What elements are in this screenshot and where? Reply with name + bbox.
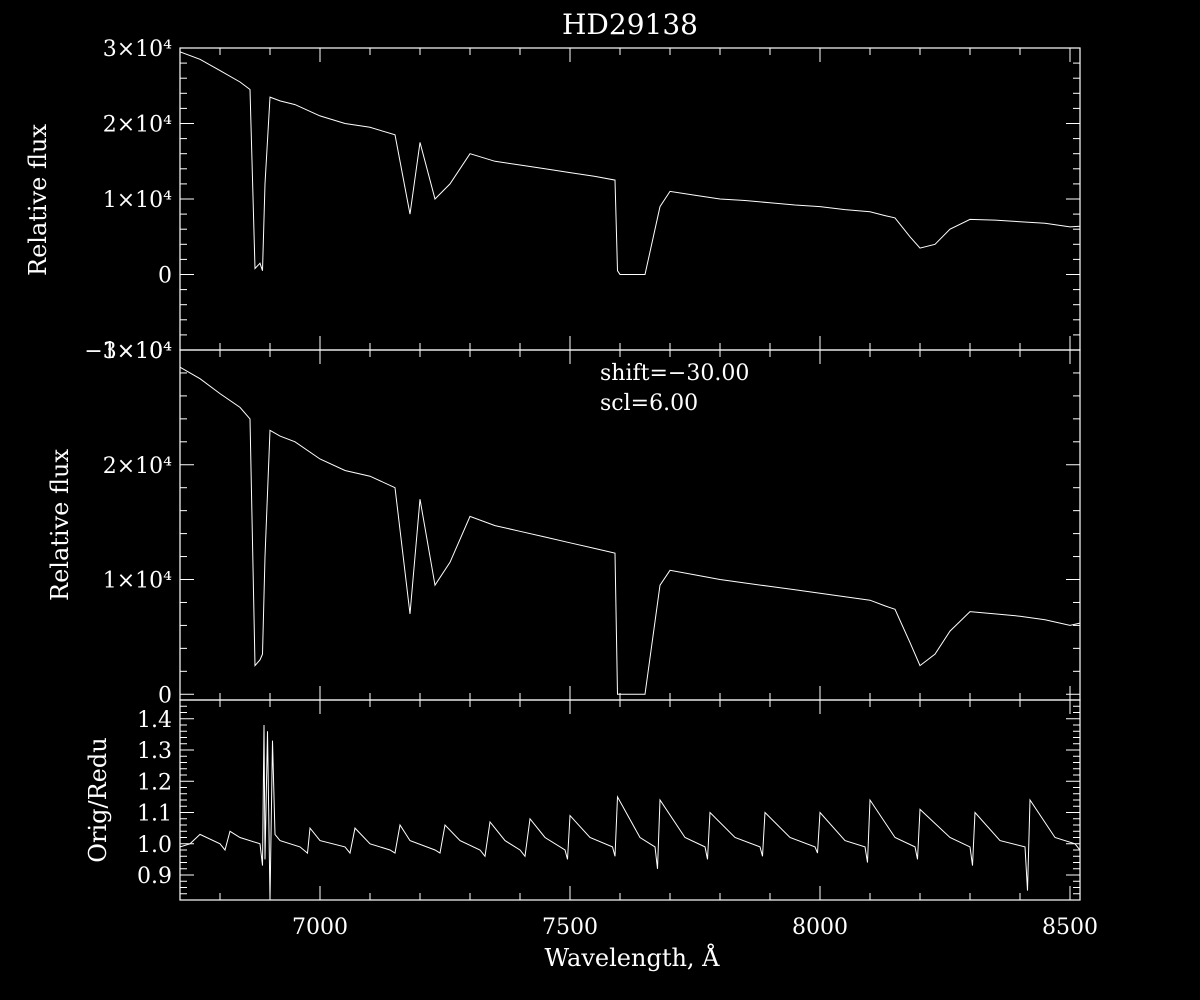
middle-ytick-label: 0 bbox=[158, 683, 172, 708]
ratio-ytick-label: 1.1 bbox=[137, 802, 172, 827]
middle-ytick-label: 1×10⁴ bbox=[103, 569, 172, 594]
top-ytick-label: 3×10⁴ bbox=[103, 37, 172, 62]
scale-annotation: scl=6.00 bbox=[600, 391, 698, 416]
top-flux-panel: 3×10⁴ 2×10⁴ 1×10⁴ 0 −1×10⁴ Relative flux bbox=[24, 37, 1081, 364]
top-ytick-label: 2×10⁴ bbox=[103, 113, 172, 138]
top-ytick-label: −1×10⁴ bbox=[84, 339, 172, 364]
middle-flux-panel: shift=−30.00 scl=6.00 3×10⁴ 2×10⁴ 1×10⁴ 0 Re… bbox=[46, 339, 1081, 708]
ratio-panel: 1.4 1.3 1.2 1.1 1.0 0.9 7000 7500 8000 8500 Orig/R… bbox=[84, 699, 1098, 940]
ratio-xtick-label: 7500 bbox=[542, 915, 598, 940]
middle-ytick-label: 2×10⁴ bbox=[103, 454, 172, 479]
ratio-ytick-label: 1.3 bbox=[137, 739, 172, 764]
ratio-ytick-label: 0.9 bbox=[137, 864, 172, 889]
ratio-series-line bbox=[180, 724, 1080, 900]
chart-title: HD29138 bbox=[562, 8, 698, 41]
top-y-axis-label: Relative flux bbox=[24, 124, 52, 276]
ratio-y-axis-label: Orig/Redu bbox=[84, 737, 112, 862]
ratio-ytick-label: 1.4 bbox=[137, 708, 172, 733]
x-axis-label: Wavelength, Å bbox=[544, 943, 720, 972]
ratio-xtick-label: 8500 bbox=[1042, 915, 1098, 940]
shift-annotation: shift=−30.00 bbox=[600, 361, 749, 386]
top-ytick-label: 1×10⁴ bbox=[103, 188, 172, 213]
middle-y-axis-label: Relative flux bbox=[46, 449, 74, 601]
middle-series-line bbox=[180, 366, 1080, 695]
ratio-xtick-label: 8000 bbox=[792, 915, 848, 940]
ratio-xtick-label: 7000 bbox=[292, 915, 348, 940]
top-ytick-label: 0 bbox=[158, 264, 172, 289]
ratio-ytick-label: 1.2 bbox=[137, 770, 172, 795]
middle-ytick-label: 3×10⁴ bbox=[103, 339, 172, 364]
ratio-ytick-label: 1.0 bbox=[137, 833, 172, 858]
top-series-line bbox=[180, 51, 1080, 275]
